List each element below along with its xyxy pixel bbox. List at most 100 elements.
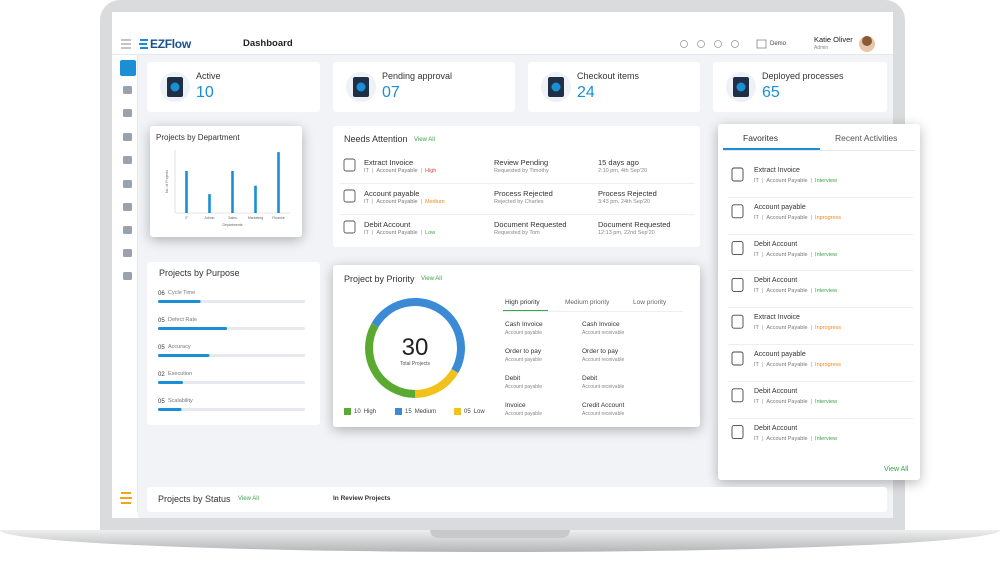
dept: IT xyxy=(754,214,759,221)
stage: Interview xyxy=(815,435,838,442)
priority-tab[interactable]: High priority xyxy=(505,299,540,306)
tab-underline xyxy=(723,148,820,150)
view-all-link[interactable]: View All xyxy=(238,496,259,502)
item-status: Document Requested xyxy=(494,220,567,229)
card-title: Needs Attention xyxy=(344,134,408,144)
stage: Interview xyxy=(815,398,838,405)
purpose-count: 05 xyxy=(158,399,165,405)
category: Account Payable xyxy=(766,288,808,295)
legend-text: Medium xyxy=(414,409,437,415)
recent-activities-tab[interactable]: Recent Activities xyxy=(835,133,898,143)
separator: | xyxy=(810,362,813,368)
stage: Inprogress xyxy=(815,214,842,221)
tab-divider xyxy=(723,150,915,151)
workspace-selector[interactable]: Demo xyxy=(770,41,787,47)
stat-card xyxy=(333,62,515,112)
stat-card xyxy=(713,62,887,112)
dept: IT xyxy=(364,199,369,205)
favorite-name: Extract Invoice xyxy=(754,167,800,174)
separator: | xyxy=(810,214,813,221)
priority: Low xyxy=(425,230,436,236)
user-role: Admin xyxy=(814,45,829,51)
purpose-count: 05 xyxy=(158,345,165,351)
item-status: Review Pending xyxy=(494,158,549,167)
stat-value: 65 xyxy=(762,84,780,101)
view-all-link[interactable]: View All xyxy=(414,137,435,143)
stage: Interview xyxy=(815,288,838,295)
dept: IT xyxy=(754,362,759,368)
item-status: Process Rejected xyxy=(494,189,553,198)
row-divider xyxy=(340,183,695,184)
priority-tab[interactable]: Low priority xyxy=(633,299,667,306)
logo: EZFlow xyxy=(150,37,191,51)
category: Account Payable xyxy=(766,214,808,221)
tab-divider xyxy=(503,311,683,312)
row-divider xyxy=(728,344,913,345)
item-time: 15 days ago xyxy=(598,158,639,167)
legend-label: 05 Low xyxy=(464,409,485,415)
category: Account Payable xyxy=(766,435,808,442)
dept: IT xyxy=(754,251,759,258)
stat-card xyxy=(528,62,700,112)
item-actor: Requested by Timothy xyxy=(494,168,549,174)
view-all-link[interactable]: View All xyxy=(421,276,442,282)
favorite-name: Account payable xyxy=(754,203,806,211)
stat-label: Pending approval xyxy=(382,71,453,81)
priority-item-name: Debit xyxy=(505,375,521,382)
stat-value: 07 xyxy=(382,84,400,101)
item-name: Account payable xyxy=(364,189,420,198)
priority-tab[interactable]: Medium priority xyxy=(565,299,610,306)
category: Account Payable xyxy=(376,168,418,174)
purpose-count: 05 xyxy=(158,318,165,324)
favorite-meta: IT | Account Payable | Interview xyxy=(754,251,837,259)
dept: IT xyxy=(754,398,759,405)
needs-attention-card xyxy=(333,126,700,247)
laptop-notch xyxy=(430,530,570,538)
separator: | xyxy=(371,230,374,236)
view-all-link[interactable]: View All xyxy=(884,466,909,473)
purpose-count: 02 xyxy=(158,372,165,378)
status-card xyxy=(147,487,887,512)
row-divider xyxy=(728,270,913,272)
favorite-meta: IT | Account Payable | Interview xyxy=(754,289,837,295)
separator: | xyxy=(810,398,813,405)
header-bar xyxy=(112,33,893,55)
stage: Inprogress xyxy=(815,362,842,368)
separator: | xyxy=(761,251,764,258)
in-review-title: In Review Projects xyxy=(333,495,391,502)
item-name: Debit Account xyxy=(364,220,411,229)
separator: | xyxy=(420,230,423,236)
legend-text: Low xyxy=(473,409,485,415)
laptop-base xyxy=(0,530,1000,552)
dept: IT xyxy=(754,435,759,442)
legend-label: 10 High xyxy=(354,409,376,415)
sidebar xyxy=(118,55,138,512)
category: Account Payable xyxy=(376,230,418,236)
priority-item-name: Order to pay xyxy=(582,348,619,355)
category: Account Payable xyxy=(766,251,808,258)
separator: | xyxy=(761,435,764,442)
card-title: Project by Priority xyxy=(344,274,415,284)
row-divider xyxy=(340,214,695,215)
row-divider xyxy=(728,196,913,198)
separator: | xyxy=(761,398,764,405)
separator: | xyxy=(810,435,813,442)
favorite-meta: IT | Account Payable | Inprogress xyxy=(754,362,842,369)
stage: Inprogress xyxy=(815,325,842,332)
item-meta: IT | Account Payable | Medium xyxy=(364,199,445,206)
favorites-tab[interactable]: Favorites xyxy=(743,133,778,143)
purpose-card xyxy=(147,262,320,425)
separator: | xyxy=(761,325,764,332)
priority-item-name: Credit Account xyxy=(582,402,625,409)
priority-item-type: Account receivable xyxy=(582,411,625,417)
stage: Interview xyxy=(815,178,838,184)
legend-value: 05 xyxy=(464,409,471,415)
total-label: Total Projects xyxy=(399,361,430,367)
purpose-label: Accuracy xyxy=(168,344,191,350)
priority-item-type: Account payable xyxy=(505,330,542,336)
row-divider xyxy=(728,380,913,382)
stat-label: Active xyxy=(196,71,221,81)
department-chart-card xyxy=(150,126,302,237)
item-date: 3:43 pm, 24th Sep'20 xyxy=(598,199,651,205)
